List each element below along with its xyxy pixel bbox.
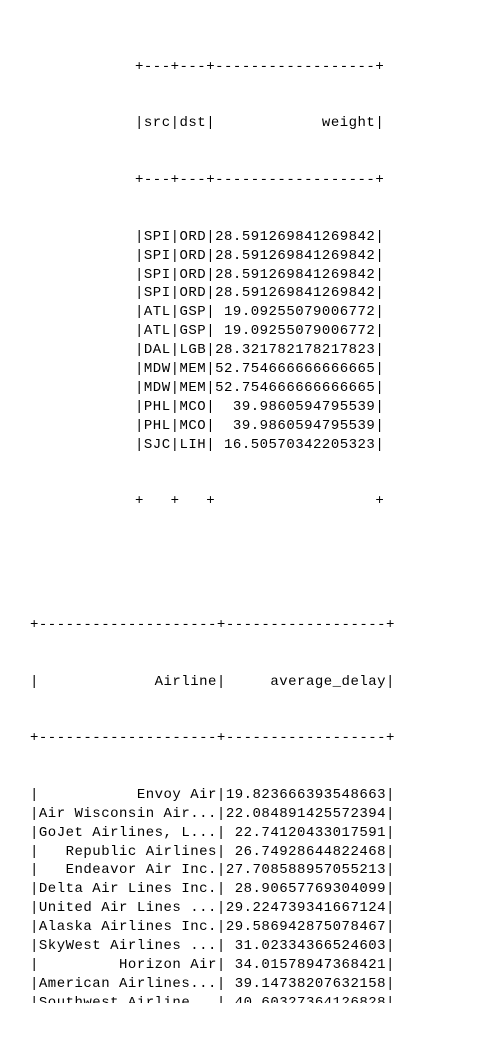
table-row: |ATL|GSP| 19.09255079006772|	[135, 303, 482, 322]
table-border-top: +---+---+------------------+	[135, 58, 482, 77]
table-row: |SkyWest Airlines ...| 31.02334366524603…	[30, 937, 482, 956]
table-row: |SPI|ORD|28.591269841269842|	[135, 228, 482, 247]
table-header: |src|dst| weight|	[135, 114, 482, 133]
table-row: |Alaska Airlines Inc.|29.586942875078467…	[30, 918, 482, 937]
table-row: |MDW|MEM|52.754666666666665|	[135, 360, 482, 379]
table-body: | Envoy Air|19.823666393548663||Air Wisc…	[30, 786, 482, 1003]
table-row: |Delta Air Lines Inc.| 28.90657769304099…	[30, 880, 482, 899]
table-row: |PHL|MCO| 39.9860594795539|	[135, 398, 482, 417]
table-body: |SPI|ORD|28.591269841269842||SPI|ORD|28.…	[135, 228, 482, 455]
table-row: | Horizon Air| 34.01578947368421|	[30, 956, 482, 975]
table-border-top: +--------------------+------------------…	[30, 616, 482, 635]
routes-table: +---+---+------------------+ |src|dst| w…	[20, 20, 482, 530]
table-row: |American Airlines...| 39.14738207632158…	[30, 975, 482, 994]
table-border-mid: +--------------------+------------------…	[30, 729, 482, 748]
table-header: | Airline| average_delay|	[30, 673, 482, 692]
table-row: |Southwest Airline...| 40.60327364126828…	[30, 994, 482, 1003]
table-row: |DAL|LGB|28.321782178217823|	[135, 341, 482, 360]
table-row: |Air Wisconsin Air...|22.084891425572394…	[30, 805, 482, 824]
table-row: |ATL|GSP| 19.09255079006772|	[135, 322, 482, 341]
table-row: | Envoy Air|19.823666393548663|	[30, 786, 482, 805]
table-row: |GoJet Airlines, L...| 22.74120433017591…	[30, 824, 482, 843]
table-row: | Endeavor Air Inc.|27.708588957055213|	[30, 861, 482, 880]
table-row: | Republic Airlines| 26.74928644822468|	[30, 843, 482, 862]
table-row: |SJC|LIH| 16.50570342205323|	[135, 436, 482, 455]
table-row: |SPI|ORD|28.591269841269842|	[135, 284, 482, 303]
table-row: |MDW|MEM|52.754666666666665|	[135, 379, 482, 398]
airlines-table: +--------------------+------------------…	[20, 578, 482, 1021]
table-border-mid: +---+---+------------------+	[135, 171, 482, 190]
table-row: |PHL|MCO| 39.9860594795539|	[135, 417, 482, 436]
table-border-partial: + + + +	[135, 492, 482, 511]
table-row: |SPI|ORD|28.591269841269842|	[135, 266, 482, 285]
table-row: |SPI|ORD|28.591269841269842|	[135, 247, 482, 266]
table-row: |United Air Lines ...|29.224739341667124…	[30, 899, 482, 918]
